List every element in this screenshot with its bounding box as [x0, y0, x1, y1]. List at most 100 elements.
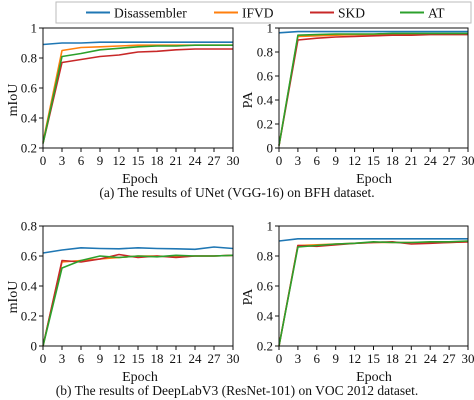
x-tick-label: 0 — [276, 351, 283, 366]
y-tick-label: 0.4 — [257, 93, 274, 108]
x-tick-label: 27 — [443, 153, 457, 168]
x-tick-label: 12 — [348, 153, 361, 168]
x-tick-label: 6 — [78, 153, 85, 168]
y-axis-label: mIoU — [6, 84, 21, 117]
x-tick-label: 30 — [227, 153, 240, 168]
y-tick-label: 0.2 — [21, 141, 37, 156]
series-line-at — [278, 32, 468, 146]
series-line-skd — [278, 241, 469, 347]
x-tick-label: 21 — [170, 153, 183, 168]
series-line-skd — [42, 253, 234, 347]
series-line-disassembler — [42, 246, 234, 254]
plot-frame — [42, 225, 234, 347]
y-tick-label: 0.4 — [21, 279, 38, 294]
series-line-at — [42, 254, 234, 347]
y-tick-label: 0.6 — [21, 81, 38, 96]
series-line-ifvd — [278, 241, 469, 347]
x-tick-label: 3 — [59, 153, 66, 168]
legend-label: SKD — [338, 6, 365, 21]
series-line-at — [278, 240, 469, 347]
x-tick-label: 27 — [443, 351, 457, 366]
y-tick-label: 0.8 — [21, 51, 37, 66]
y-tick-label: 1 — [267, 219, 274, 234]
legend-item: Disassembler — [86, 6, 187, 21]
x-tick-label: 21 — [405, 351, 418, 366]
y-tick-label: 0.2 — [257, 117, 273, 132]
y-tick-label: 0.8 — [257, 45, 273, 60]
x-tick-label: 12 — [113, 351, 126, 366]
y-tick-label: 0.2 — [21, 309, 37, 324]
caption-a: (a) The results of UNet (VGG-16) on BFH … — [99, 185, 374, 200]
x-tick-label: 30 — [462, 351, 474, 366]
x-tick-label: 30 — [227, 351, 240, 366]
series-line-disassembler — [278, 238, 468, 242]
caption-b: (b) The results of DeepLabV3 (ResNet-101… — [56, 383, 418, 398]
x-tick-label: 18 — [151, 153, 164, 168]
y-tick-label: 0.6 — [257, 279, 274, 294]
y-tick-label: 0 — [267, 141, 274, 156]
x-tick-label: 6 — [314, 351, 321, 366]
series-line-ifvd — [278, 33, 468, 146]
y-tick-label: 1 — [31, 21, 38, 36]
chart-panel-b-right: 0.2 0.4 0.6 0.8 1 0 3 6 9 12 15 18 21 24 27 30 Epoch PA — [241, 219, 474, 386]
x-tick-label: 21 — [405, 153, 418, 168]
plot-frame — [278, 225, 469, 347]
x-tick-label: 12 — [348, 351, 361, 366]
x-tick-label: 9 — [332, 153, 339, 168]
legend-item: IFVD — [214, 6, 274, 21]
x-tick-label: 15 — [367, 351, 380, 366]
x-tick-label: 18 — [386, 351, 399, 366]
x-tick-label: 24 — [424, 351, 438, 366]
x-axis-label: Epoch — [122, 370, 158, 385]
legend-label: IFVD — [242, 6, 274, 21]
x-tick-label: 0 — [40, 351, 47, 366]
series-line-skd — [278, 33, 468, 146]
y-axis-label: PA — [241, 288, 256, 306]
y-tick-label: 0.2 — [257, 339, 273, 354]
plot-frame — [42, 27, 234, 149]
x-axis-label: Epoch — [356, 370, 392, 385]
x-tick-label: 24 — [189, 351, 203, 366]
series-line-ifvd — [42, 254, 234, 347]
x-tick-label: 30 — [462, 153, 474, 168]
legend-item: AT — [400, 6, 445, 21]
y-tick-label: 0.8 — [21, 219, 37, 234]
x-tick-label: 0 — [40, 153, 47, 168]
series-line-at — [42, 44, 233, 144]
y-tick-label: 0.4 — [21, 111, 38, 126]
x-tick-label: 15 — [132, 153, 145, 168]
x-tick-label: 27 — [208, 153, 222, 168]
legend-label: AT — [428, 6, 445, 21]
legend-box — [55, 1, 472, 24]
x-tick-label: 15 — [132, 351, 145, 366]
plot-frame — [278, 27, 469, 149]
x-tick-label: 3 — [295, 351, 302, 366]
x-tick-label: 24 — [424, 153, 438, 168]
x-tick-label: 3 — [59, 351, 66, 366]
y-axis-label: mIoU — [6, 281, 21, 314]
y-tick-label: 0 — [31, 339, 38, 354]
x-tick-label: 27 — [208, 351, 222, 366]
x-tick-label: 24 — [189, 153, 203, 168]
x-tick-label: 18 — [151, 351, 164, 366]
x-tick-label: 6 — [78, 351, 85, 366]
series-line-ifvd — [42, 44, 233, 143]
x-tick-label: 6 — [314, 153, 321, 168]
series-line-disassembler — [42, 41, 233, 46]
x-tick-label: 9 — [332, 351, 339, 366]
y-tick-label: 1 — [267, 21, 274, 36]
y-axis-label: PA — [241, 91, 256, 109]
legend-label: Disassembler — [114, 6, 187, 21]
x-tick-label: 15 — [367, 153, 380, 168]
y-tick-label: 0.8 — [257, 249, 273, 264]
y-tick-label: 0.6 — [257, 69, 274, 84]
legend-item: SKD — [310, 6, 365, 21]
y-tick-label: 0.4 — [257, 309, 274, 324]
series-line-disassembler — [278, 30, 468, 34]
x-tick-label: 12 — [113, 153, 126, 168]
legend: Disassembler IFVD SKD AT — [55, 1, 472, 24]
x-tick-label: 3 — [295, 153, 302, 168]
x-axis-label: Epoch — [356, 172, 392, 187]
